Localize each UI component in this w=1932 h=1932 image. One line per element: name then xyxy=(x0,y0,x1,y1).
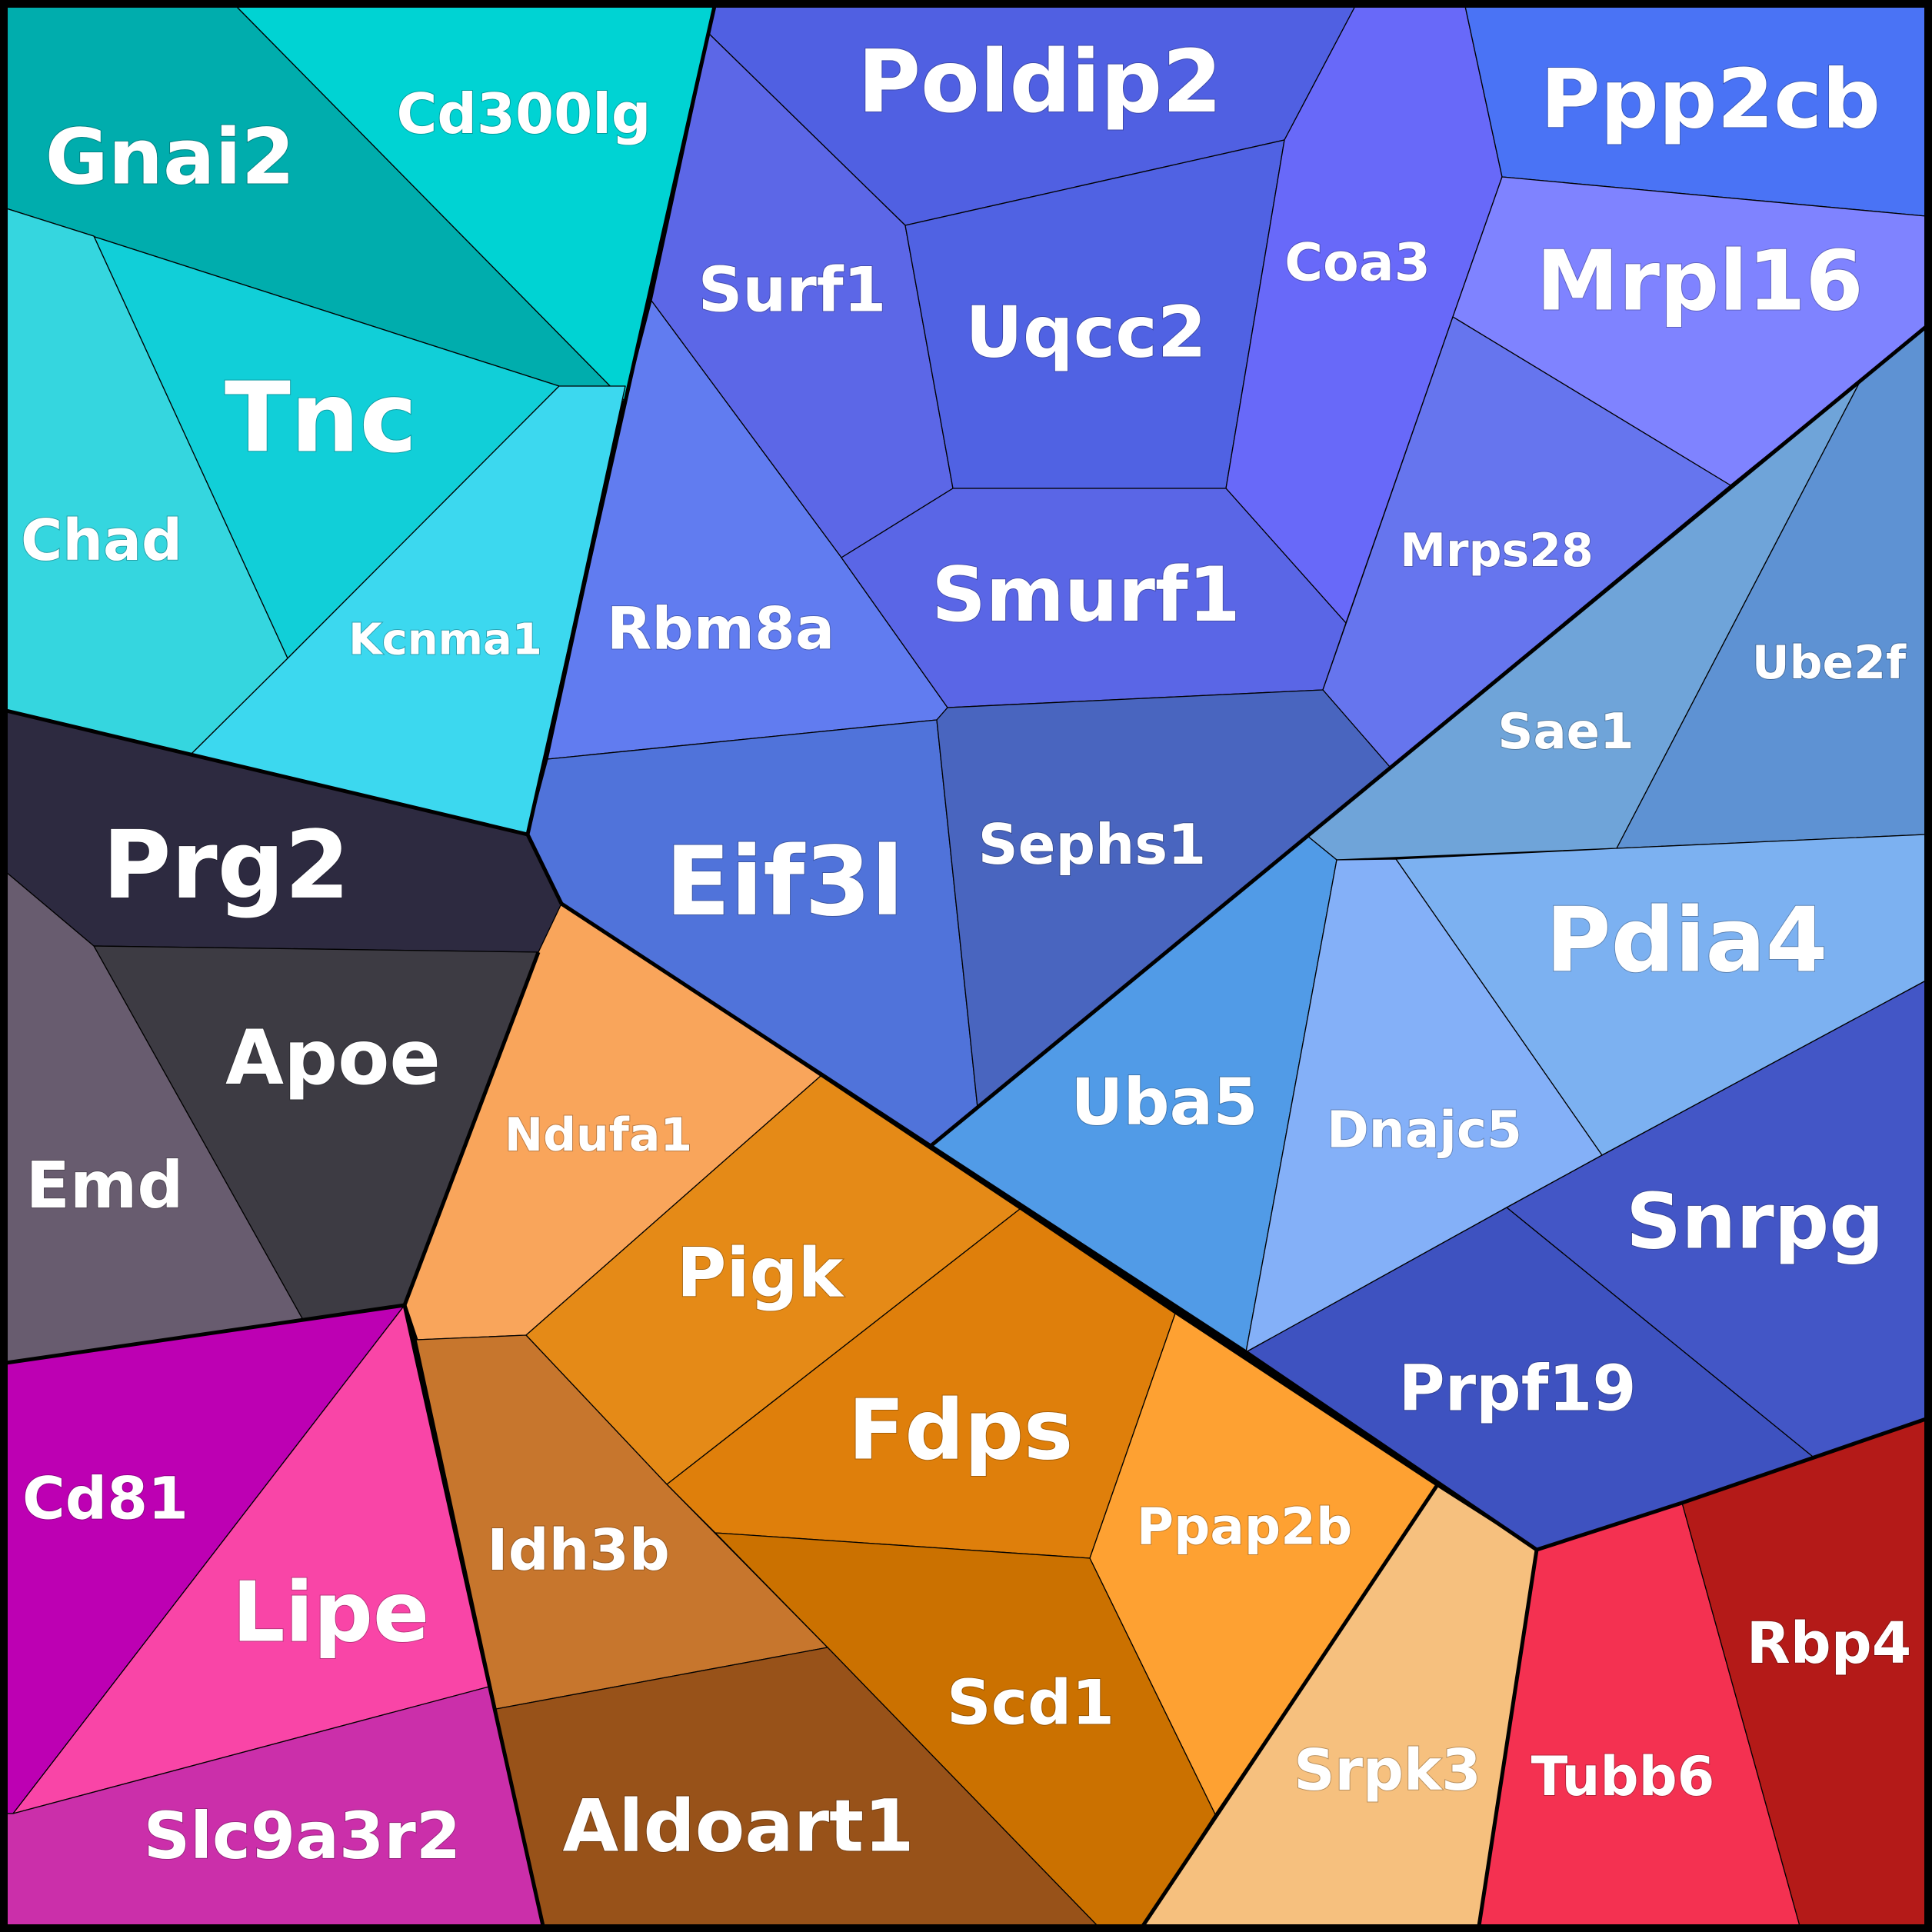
cell-label-cd300lg: Cd300lg xyxy=(397,82,651,146)
group-border-1 xyxy=(525,5,717,905)
cell-label-idh3b: Idh3b xyxy=(487,1517,670,1584)
cell-label-uba5: Uba5 xyxy=(1071,1064,1257,1140)
cell-label-poldip2: Poldip2 xyxy=(858,32,1222,132)
group-border-9 xyxy=(1141,1484,1439,1927)
cell-label-rbp4: Rbp4 xyxy=(1747,1611,1911,1677)
group-border-8 xyxy=(929,325,1927,1148)
cell-label-mrps28: Mrps28 xyxy=(1400,524,1593,578)
cell-label-sae1: Sae1 xyxy=(1497,704,1634,761)
cell-label-mrpl16: Mrpl16 xyxy=(1536,234,1863,330)
cell-label-rbm8a: Rbm8a xyxy=(607,595,834,663)
cell-label-prg2: Prg2 xyxy=(102,811,350,920)
cell-label-sephs1: Sephs1 xyxy=(978,812,1206,877)
cell-label-ppp2cb: Ppp2cb xyxy=(1541,52,1880,147)
cell-label-tubb6: Tubb6 xyxy=(1531,1745,1715,1808)
group-borders xyxy=(5,5,1927,1927)
group-border-3 xyxy=(402,951,541,1306)
cell-label-srpk3: Srpk3 xyxy=(1294,1737,1481,1804)
cell-label-dnajc5: Dnajc5 xyxy=(1327,1101,1522,1160)
group-border-0 xyxy=(5,708,528,837)
cell-label-kcnma1: Kcnma1 xyxy=(348,615,542,665)
treemap-labels: Gnai2 Cd300lg Tnc Chad Kcnma1 Poldip2 Surf1 Uqc… xyxy=(20,32,1912,1874)
cell-label-chad: Chad xyxy=(21,508,182,574)
cell-label-scd1: Scd1 xyxy=(947,1667,1114,1739)
group-border-7 xyxy=(1536,1417,1927,1552)
cell-label-smurf1: Smurf1 xyxy=(931,551,1241,639)
cell-label-snrpg: Snrpg xyxy=(1626,1177,1884,1267)
cell-label-ndufa1: Ndufa1 xyxy=(505,1108,692,1162)
cell-label-lipe: Lipe xyxy=(232,1565,429,1661)
group-border-6 xyxy=(1477,1549,1539,1927)
cell-label-slc9a3r2: Slc9a3r2 xyxy=(144,1798,461,1874)
cell-label-tnc: Tnc xyxy=(225,361,417,475)
cell-label-pdia4: Pdia4 xyxy=(1546,889,1828,993)
cell-label-eif3l: Eif3l xyxy=(665,827,904,938)
cell-label-apoe: Apoe xyxy=(225,1014,441,1102)
cell-label-pigk: Pigk xyxy=(677,1234,845,1313)
group-border-2 xyxy=(560,901,1538,1552)
cell-label-aldoart1: Aldoart1 xyxy=(563,1785,914,1869)
cell-label-prpf19: Prpf19 xyxy=(1398,1353,1636,1426)
cell-label-fdps: Fdps xyxy=(848,1383,1074,1479)
cell-sephs1 xyxy=(936,689,1391,1108)
cell-label-surf1: Surf1 xyxy=(698,255,887,326)
treemap-cells xyxy=(5,5,1927,1927)
cell-label-coa3: Coa3 xyxy=(1284,233,1431,294)
cell-label-cd81: Cd81 xyxy=(22,1464,188,1533)
cell-label-gnai2: Gnai2 xyxy=(45,112,295,202)
cell-label-ube2f: Ube2f xyxy=(1752,636,1907,690)
cell-label-uqcc2: Uqcc2 xyxy=(965,291,1207,374)
cell-label-ppap2b: Ppap2b xyxy=(1137,1497,1353,1557)
cell-label-emd: Emd xyxy=(25,1148,183,1223)
group-border-5 xyxy=(402,1304,545,1927)
